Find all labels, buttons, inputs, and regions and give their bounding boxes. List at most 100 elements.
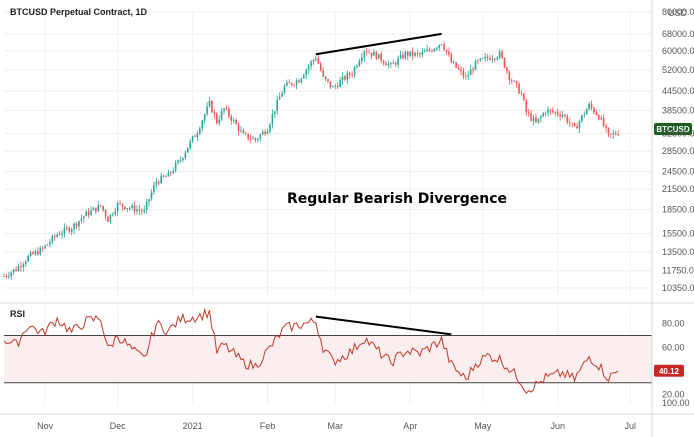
- month-label-1: Dec: [110, 421, 127, 431]
- candle-36: [90, 206, 92, 217]
- candle-3: [10, 271, 13, 280]
- rsi-value-badge-label: 40.12: [659, 367, 680, 376]
- candle-79: [194, 134, 196, 138]
- candle-250: [607, 127, 610, 138]
- rsi-grid: [4, 306, 652, 404]
- candle-111: [271, 109, 274, 129]
- candle-65: [160, 172, 162, 184]
- candle-17: [44, 244, 46, 250]
- candle-10: [27, 254, 29, 263]
- candle-19: [49, 238, 51, 248]
- candle-75: [184, 150, 187, 161]
- candle-170: [414, 51, 416, 58]
- candle-165: [402, 51, 404, 60]
- candle-31: [78, 220, 80, 231]
- candle-105: [257, 137, 259, 143]
- candle-101: [247, 133, 250, 141]
- candle-251: [610, 133, 612, 139]
- month-label-6: May: [474, 421, 492, 431]
- candle-191: [465, 72, 467, 80]
- candle-153: [373, 48, 375, 56]
- price-tick-6: 32500.0: [662, 129, 694, 139]
- candle-159: [387, 60, 390, 69]
- candle-69: [170, 171, 172, 177]
- candle-63: [155, 177, 158, 189]
- candle-9: [24, 259, 27, 267]
- candle-25: [63, 223, 66, 238]
- candle-140: [341, 72, 344, 85]
- candle-35: [87, 208, 90, 219]
- price-tick-14: 10350.0: [662, 283, 694, 293]
- candle-98: [240, 125, 242, 133]
- candle-11: [29, 250, 32, 258]
- candle-66: [162, 174, 165, 178]
- candle-5: [15, 266, 17, 272]
- candle-155: [377, 53, 380, 59]
- candle-150: [365, 48, 368, 56]
- candle-57: [141, 208, 143, 215]
- candle-169: [411, 47, 414, 61]
- candle-1: [5, 273, 8, 279]
- rsi-area: [3, 307, 619, 394]
- candle-149: [363, 50, 366, 62]
- candle-29: [73, 222, 75, 234]
- candle-6: [17, 263, 20, 272]
- rsi-lower-axis-label: 100.00: [662, 398, 690, 408]
- candle-55: [136, 205, 138, 215]
- candle-222: [539, 114, 542, 123]
- candle-123: [300, 77, 303, 84]
- candle-234: [568, 117, 571, 127]
- month-label-7: Jun: [550, 421, 565, 431]
- candle-90: [220, 107, 223, 121]
- candle-143: [348, 71, 351, 79]
- candle-76: [186, 147, 189, 153]
- rsi-title: RSI: [10, 309, 25, 319]
- candle-62: [153, 181, 155, 195]
- candle-164: [399, 50, 402, 60]
- candle-100: [244, 131, 247, 136]
- price-tick-8: 24500.0: [662, 167, 694, 177]
- candle-211: [513, 79, 515, 82]
- candle-93: [228, 106, 230, 119]
- candle-144: [351, 71, 353, 78]
- candle-243: [590, 100, 593, 111]
- candle-0: [3, 273, 5, 277]
- candle-226: [549, 109, 552, 115]
- candle-133: [324, 75, 327, 82]
- candle-228: [554, 111, 557, 117]
- candle-146: [356, 63, 358, 69]
- candle-158: [385, 60, 387, 66]
- candle-27: [68, 226, 71, 234]
- candle-110: [269, 122, 271, 134]
- price-trendline: [315, 32, 442, 56]
- candle-214: [520, 90, 523, 96]
- candle-208: [506, 66, 508, 75]
- candle-198: [481, 57, 484, 60]
- candle-115: [281, 90, 283, 98]
- candle-42: [104, 208, 107, 221]
- price-tick-3: 52000.0: [662, 65, 694, 75]
- candle-95: [232, 117, 235, 124]
- candle-224: [544, 111, 547, 117]
- candle-249: [605, 123, 607, 133]
- candle-68: [167, 170, 170, 177]
- candle-230: [559, 110, 561, 121]
- candle-163: [397, 55, 399, 69]
- candle-241: [585, 107, 588, 115]
- candle-116: [283, 84, 286, 95]
- candle-197: [479, 58, 482, 62]
- candle-192: [467, 71, 470, 80]
- candle-67: [165, 175, 167, 178]
- candle-24: [61, 229, 63, 239]
- candle-225: [547, 106, 549, 117]
- candle-188: [457, 64, 460, 71]
- divergence-annotation: Regular Bearish Divergence: [287, 191, 507, 207]
- candle-61: [150, 189, 153, 201]
- candle-41: [102, 205, 104, 213]
- candle-113: [276, 95, 279, 115]
- candle-196: [477, 59, 479, 64]
- candle-186: [452, 59, 455, 64]
- candle-70: [172, 167, 175, 175]
- currency-label: USD: [668, 8, 688, 18]
